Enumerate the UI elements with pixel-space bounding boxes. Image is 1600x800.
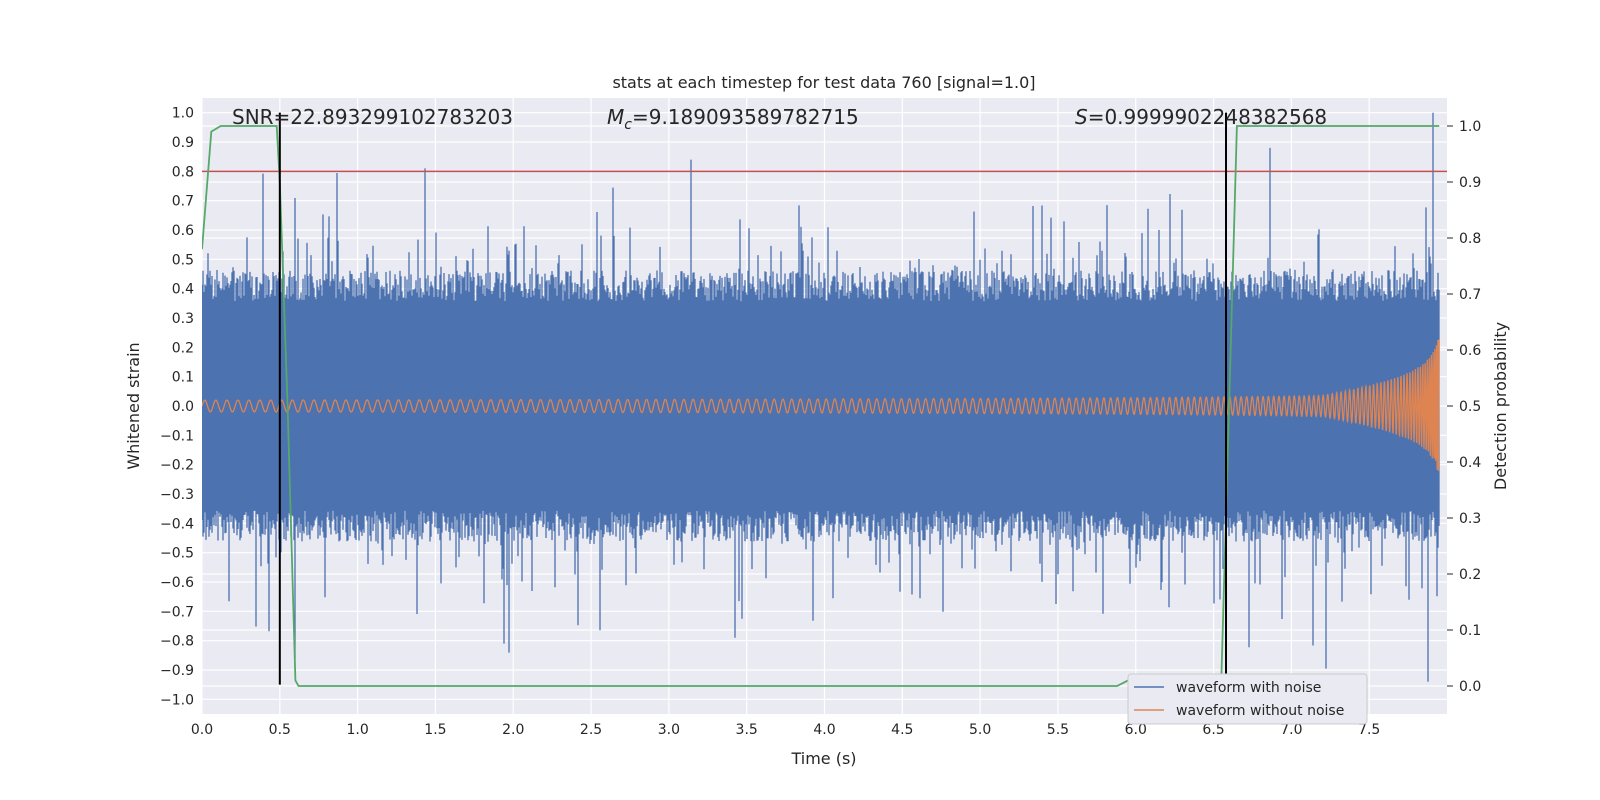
y-tick-label-right: 1.0 <box>1459 119 1481 135</box>
chirp-mass-value: =9.189093589782715 <box>632 105 859 129</box>
legend-box <box>1127 673 1368 725</box>
y-tick-label-left: −0.2 <box>160 458 194 474</box>
y-tick-label-left: 0.4 <box>172 282 194 298</box>
y-tick-label-right: 0.4 <box>1459 455 1481 471</box>
x-tick-label: 2.0 <box>502 722 524 738</box>
y-tick-label-left: 0.9 <box>172 135 194 151</box>
x-tick-label: 4.0 <box>813 722 835 738</box>
x-tick-label: 5.0 <box>969 722 991 738</box>
legend: waveform with noise waveform without noi… <box>1127 673 1368 725</box>
y-tick-label-left: 1.0 <box>172 106 194 122</box>
x-tick-label: 4.5 <box>891 722 913 738</box>
y-tick-label-left: 0.8 <box>172 164 194 180</box>
x-tick-label: 5.5 <box>1047 722 1069 738</box>
y-tick-label-left: −0.3 <box>160 487 194 503</box>
y-tick-label-right: 0.5 <box>1459 399 1481 415</box>
legend-label-clean: waveform without noise <box>1176 703 1344 719</box>
y-tick-label-left: −0.8 <box>160 634 194 650</box>
x-tick-label: 6.0 <box>1125 722 1147 738</box>
y-tick-label-left: −1.0 <box>160 692 194 708</box>
y-tick-label-left: 0.6 <box>172 223 194 239</box>
x-axis-label: Time (s) <box>790 749 856 768</box>
y-tick-label-right: 0.3 <box>1459 511 1481 527</box>
y-tick-label-right: 0.6 <box>1459 343 1481 359</box>
ticks: 0.0 0.5 1.0 1.5 2.0 2.5 3.0 3.5 4.0 4.5 5.0 5.5 6.0 6… <box>160 106 1481 738</box>
y-tick-label-left: −0.1 <box>160 428 194 444</box>
snr-annotation: SNR=22.893299102783203 <box>232 105 513 129</box>
x-tick-label: 1.0 <box>346 722 368 738</box>
y-axis-label-left: Whitened strain <box>124 342 143 469</box>
x-tick-label: 0.5 <box>269 722 291 738</box>
y-tick-label-left: 0.1 <box>172 370 194 386</box>
y-tick-label-left: −0.7 <box>160 604 194 620</box>
x-tick-label: 7.5 <box>1358 722 1380 738</box>
score-value: =0.9999902248382568 <box>1088 105 1327 129</box>
y-tick-label-left: 0.3 <box>172 311 194 327</box>
y-tick-label-right: 0.9 <box>1459 175 1481 191</box>
y-tick-label-left: 0.0 <box>172 399 194 415</box>
x-tick-label: 2.5 <box>580 722 602 738</box>
x-tick-label: 0.0 <box>191 722 213 738</box>
y-tick-label-left: 0.5 <box>172 252 194 268</box>
chirp-mass-annotation: Mc=9.189093589782715 <box>607 105 859 133</box>
y-tick-label-left: 0.7 <box>172 194 194 210</box>
series-waveform-without-noise <box>202 339 1440 472</box>
y-tick-label-right: 0.8 <box>1459 231 1481 247</box>
y-tick-label-left: −0.6 <box>160 575 194 591</box>
y-tick-label-right: 0.1 <box>1459 623 1481 639</box>
x-tick-label: 6.5 <box>1202 722 1224 738</box>
y-tick-label-right: 0.2 <box>1459 567 1481 583</box>
score-symbol: S <box>1075 105 1088 129</box>
chirp-mass-subscript: c <box>624 117 632 133</box>
chart-title: stats at each timestep for test data 760… <box>612 73 1035 92</box>
y-tick-label-left: −0.4 <box>160 516 194 532</box>
x-tick-label: 3.5 <box>736 722 758 738</box>
y-tick-label-left: −0.9 <box>160 663 194 679</box>
y-axis-label-right: Detection probability <box>1491 322 1510 490</box>
legend-label-noise: waveform with noise <box>1176 680 1321 696</box>
x-tick-label: 3.0 <box>658 722 680 738</box>
x-tick-label: 7.0 <box>1280 722 1302 738</box>
y-tick-label-right: 0.7 <box>1459 287 1481 303</box>
y-tick-label-left: −0.5 <box>160 546 194 562</box>
y-tick-label-left: 0.2 <box>172 340 194 356</box>
x-tick-label: 1.5 <box>424 722 446 738</box>
score-annotation: S=0.9999902248382568 <box>1075 105 1327 129</box>
series-detection-probability <box>202 125 1440 687</box>
y-tick-label-right: 0.0 <box>1459 679 1481 695</box>
chirp-mass-symbol: M <box>607 105 624 129</box>
